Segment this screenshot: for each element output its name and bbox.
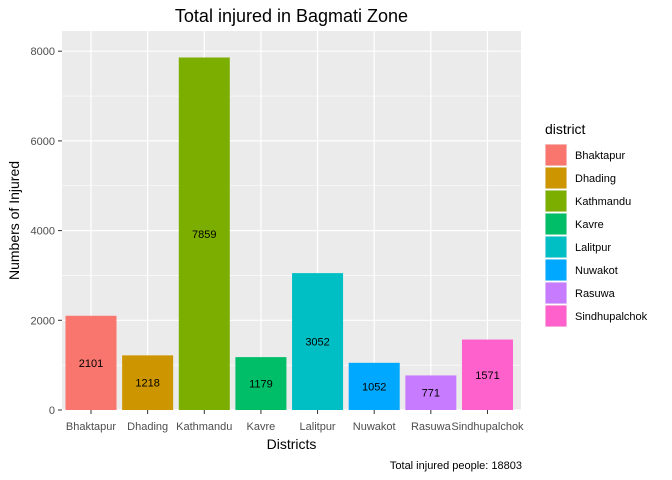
bar-kathmandu (178, 57, 230, 411)
legend-title: district (545, 121, 586, 137)
legend-swatch (545, 144, 567, 166)
legend-swatch (545, 213, 567, 235)
bar-value-label: 1571 (475, 370, 499, 382)
minor-gridlines (62, 95, 521, 366)
chart-caption: Total injured people: 18803 (390, 460, 522, 472)
x-tick-label: Sindhupalchok (451, 421, 524, 433)
bar-bhaktapur (65, 315, 117, 410)
y-axis-title: Numbers of Injured (6, 161, 22, 280)
plot-panel (62, 31, 521, 410)
x-tick-label: Kathmandu (176, 421, 232, 433)
x-axis: Bhaktapur Dhading Kathmandu Kavre Lalitpur Nu… (66, 410, 524, 433)
legend-label: Dhading (575, 173, 616, 185)
bar-kavre (235, 357, 287, 410)
bars (65, 57, 513, 411)
x-tick-label: Kavre (247, 421, 276, 433)
legend-items: Bhaktapur Dhading Kathmandu Kavre Lalitpur Nu… (545, 144, 648, 327)
legend-swatch (545, 190, 567, 212)
bar-value-label: 1218 (135, 378, 159, 390)
y-axis: 0 2000 4000 6000 8000 (31, 46, 62, 417)
y-tick-label: 0 (49, 405, 55, 417)
y-tick-label: 4000 (31, 226, 55, 238)
x-axis-title: Districts (267, 436, 317, 452)
legend-label: Kathmandu (575, 196, 631, 208)
bar-value-label: 7859 (192, 229, 216, 241)
legend-swatch (545, 305, 567, 327)
x-tick-label: Bhaktapur (66, 421, 116, 433)
bar-rasuwa (405, 375, 457, 410)
bar-nuwakot (348, 362, 400, 410)
y-tick-label: 6000 (31, 136, 55, 148)
legend-label: Kavre (575, 219, 604, 231)
x-tick-label: Lalitpur (300, 421, 336, 433)
chart-title: Total injured in Bagmati Zone (175, 6, 408, 26)
legend: district Bhaktapur Dhading Kathmandu Kavre L… (545, 121, 648, 327)
bar-value-label: 771 (422, 388, 440, 400)
bar-value-label: 1052 (362, 381, 386, 393)
legend-label: Sindhupalchok (575, 311, 648, 323)
bar-sindhupalchok (461, 339, 513, 410)
legend-label: Lalitpur (575, 242, 611, 254)
x-tick-label: Dhading (127, 421, 168, 433)
legend-swatch (545, 167, 567, 189)
legend-swatch (545, 259, 567, 281)
x-tick-label: Nuwakot (353, 421, 396, 433)
y-tick-label: 8000 (31, 46, 55, 58)
bar-labels: 2101 1218 7859 1179 3052 1052 771 1571 (79, 229, 500, 400)
legend-label: Rasuwa (575, 288, 616, 300)
bar-value-label: 1179 (249, 379, 273, 391)
y-tick-label: 2000 (31, 315, 55, 327)
bar-dhading (122, 355, 174, 410)
legend-label: Bhaktapur (575, 150, 625, 162)
x-tick-label: Rasuwa (411, 421, 452, 433)
legend-swatch (545, 282, 567, 304)
bar-value-label: 3052 (305, 337, 329, 349)
legend-label: Nuwakot (575, 265, 618, 277)
bar-lalitpur (292, 273, 344, 410)
legend-swatch (545, 236, 567, 258)
bar-value-label: 2101 (79, 358, 103, 370)
